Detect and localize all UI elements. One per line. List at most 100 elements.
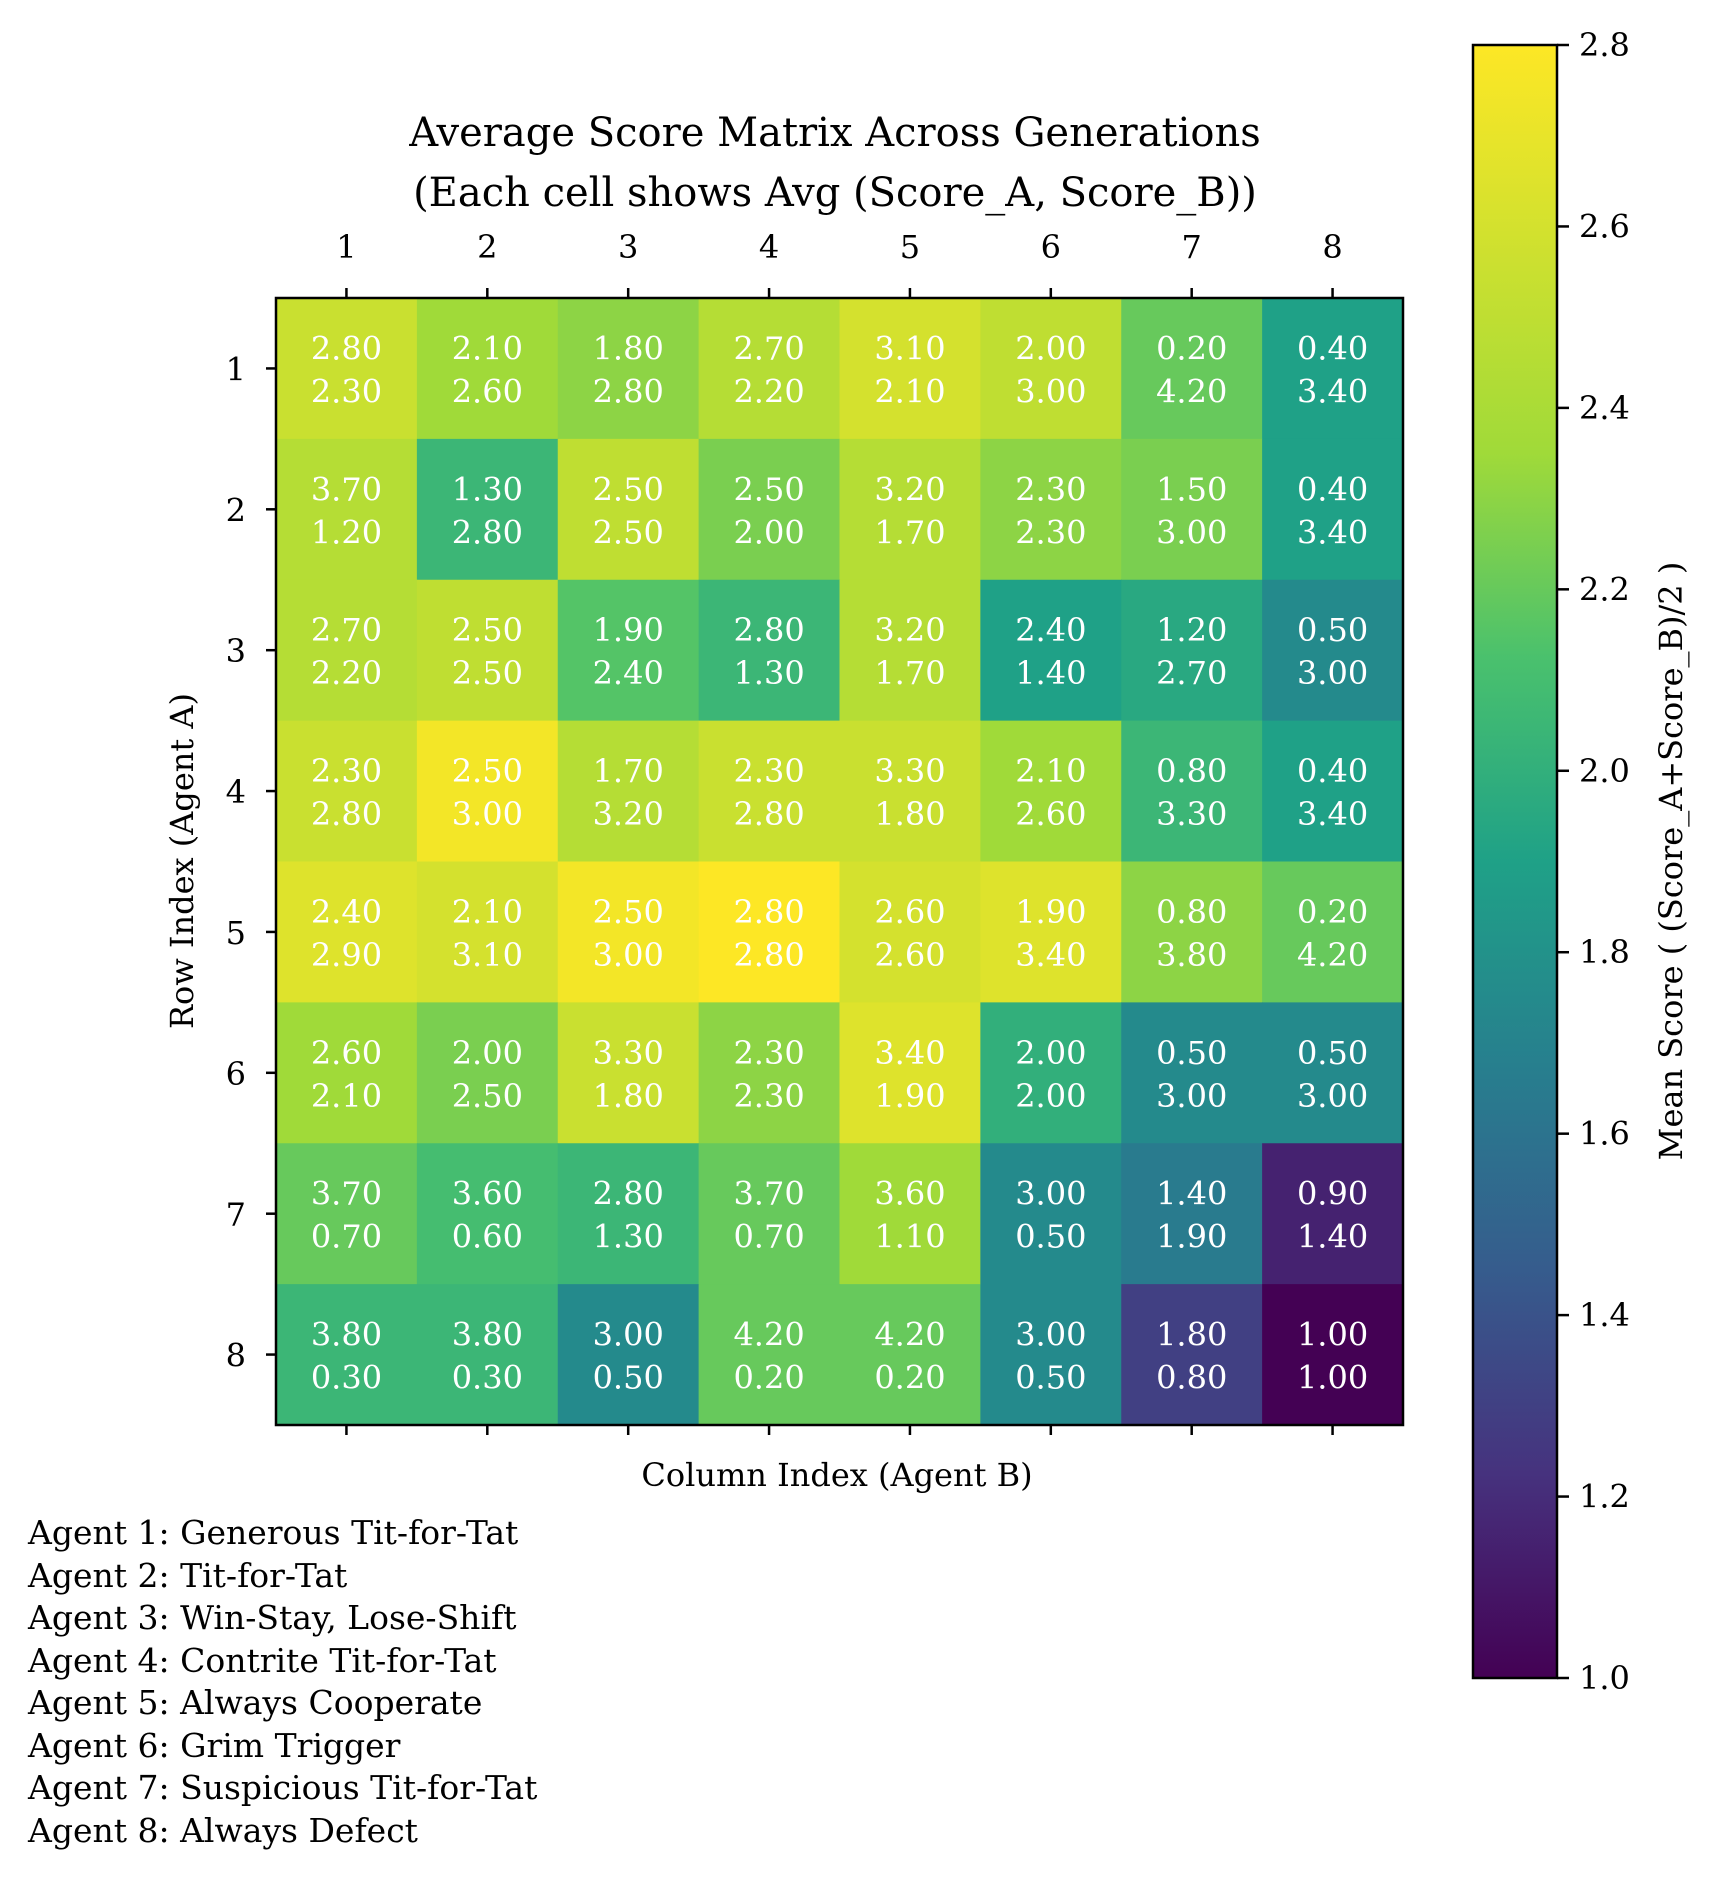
heatmap-cell bbox=[276, 1002, 418, 1144]
cell-score-b: 1.40 bbox=[1015, 654, 1086, 692]
legend-entry: Agent 6: Grim Trigger bbox=[28, 1725, 401, 1765]
heatmap-cell bbox=[416, 1143, 559, 1285]
cell-score-b: 2.80 bbox=[733, 795, 804, 833]
cell-score-a: 3.60 bbox=[452, 1175, 523, 1213]
cell-score-a: 1.30 bbox=[452, 470, 523, 508]
cell-score-a: 0.40 bbox=[1297, 470, 1368, 508]
heatmap-cell bbox=[557, 1002, 700, 1144]
cell-score-b: 1.00 bbox=[1297, 1359, 1368, 1397]
cell-score-b: 2.10 bbox=[874, 372, 945, 410]
cell-score-a: 0.90 bbox=[1297, 1175, 1368, 1213]
heatmap-cell bbox=[1121, 298, 1263, 440]
heatmap-cell bbox=[698, 1284, 841, 1426]
legend-entry: Agent 4: Contrite Tit-for-Tat bbox=[28, 1640, 497, 1680]
cell-score-a: 2.50 bbox=[733, 470, 804, 508]
cell-score-a: 2.30 bbox=[733, 1034, 804, 1072]
cell-score-a: 2.80 bbox=[311, 329, 382, 367]
cell-score-b: 2.80 bbox=[311, 795, 382, 833]
cell-score-b: 1.10 bbox=[874, 1218, 945, 1256]
colorbar-tick-label: 1.4 bbox=[1579, 1296, 1630, 1334]
heatmap-cell bbox=[839, 720, 981, 863]
heatmap-cell bbox=[416, 1284, 559, 1426]
cell-score-a: 0.80 bbox=[1156, 752, 1227, 790]
heatmap-cell-labels: 2.80 2.30 2.10 2.60 1.80 2.80 2.70 2.20 3.10 2.10… bbox=[311, 329, 1368, 1396]
cell-score-a: 0.20 bbox=[1156, 329, 1227, 367]
cell-score-a: 3.00 bbox=[1015, 1175, 1086, 1213]
legend-entry: Agent 2: Tit-for-Tat bbox=[28, 1555, 348, 1595]
cell-score-b: 2.00 bbox=[733, 513, 804, 551]
heatmap-cell bbox=[276, 1284, 418, 1426]
cell-score-b: 2.90 bbox=[311, 936, 382, 974]
cell-score-b: 2.30 bbox=[311, 372, 382, 410]
cell-score-a: 1.20 bbox=[1156, 611, 1227, 649]
heatmap-cell bbox=[980, 720, 1122, 863]
chart-title: Average Score Matrix Across Generations bbox=[408, 110, 1260, 156]
cell-score-b: 1.70 bbox=[874, 654, 945, 692]
cell-score-b: 0.70 bbox=[733, 1218, 804, 1256]
cell-score-a: 0.80 bbox=[1156, 893, 1227, 931]
heatmap-cell bbox=[557, 438, 700, 581]
cell-score-b: 3.00 bbox=[1015, 372, 1086, 410]
colorbar-frame bbox=[1471, 43, 1559, 1680]
cell-score-a: 2.50 bbox=[593, 470, 664, 508]
colorbar-gradient bbox=[1473, 45, 1557, 1678]
cell-score-b: 3.00 bbox=[452, 795, 523, 833]
cell-score-b: 2.00 bbox=[1015, 1077, 1086, 1115]
cell-score-a: 3.70 bbox=[733, 1175, 804, 1213]
colorbar-tick-label: 1.0 bbox=[1579, 1659, 1630, 1697]
heatmap-cell bbox=[557, 298, 700, 440]
heatmap-cell bbox=[839, 438, 981, 581]
colorbar-tick-label: 2.6 bbox=[1579, 207, 1630, 245]
cell-score-a: 2.50 bbox=[452, 752, 523, 790]
x-tick-label: 6 bbox=[1041, 228, 1061, 266]
heatmap-cell bbox=[1121, 438, 1263, 581]
heatmap-cell bbox=[1262, 720, 1404, 863]
heatmap-cell bbox=[276, 1143, 418, 1285]
cell-score-a: 2.50 bbox=[593, 893, 664, 931]
heatmap-cell bbox=[980, 579, 1122, 722]
heatmap-cell bbox=[839, 1143, 981, 1285]
cell-score-a: 2.70 bbox=[733, 329, 804, 367]
cell-score-a: 2.50 bbox=[452, 611, 523, 649]
cell-score-b: 1.90 bbox=[874, 1077, 945, 1115]
cell-score-a: 1.90 bbox=[593, 611, 664, 649]
heatmap-cell bbox=[980, 438, 1122, 581]
heatmap-cell bbox=[698, 1143, 841, 1285]
cell-score-a: 3.20 bbox=[874, 611, 945, 649]
cell-score-a: 2.60 bbox=[311, 1034, 382, 1072]
heatmap-cell bbox=[1262, 438, 1404, 581]
y-tick-label: 4 bbox=[226, 773, 246, 811]
cell-score-a: 2.30 bbox=[1015, 470, 1086, 508]
x-tick-label: 8 bbox=[1322, 228, 1342, 266]
cell-score-a: 0.40 bbox=[1297, 329, 1368, 367]
cell-score-a: 2.00 bbox=[452, 1034, 523, 1072]
cell-score-a: 2.40 bbox=[311, 893, 382, 931]
y-tick-label: 6 bbox=[226, 1055, 246, 1093]
legend-entry: Agent 7: Suspicious Tit-for-Tat bbox=[28, 1768, 538, 1807]
cell-score-b: 3.20 bbox=[593, 795, 664, 833]
cell-score-a: 2.10 bbox=[1015, 752, 1086, 790]
cell-score-b: 2.30 bbox=[1015, 513, 1086, 551]
cell-score-b: 2.30 bbox=[733, 1077, 804, 1115]
cell-score-a: 3.70 bbox=[311, 1175, 382, 1213]
heatmap-cell bbox=[1262, 298, 1404, 440]
heatmap-cell bbox=[276, 438, 418, 581]
heatmap-cell bbox=[416, 861, 559, 1003]
heatmap-cell bbox=[980, 1284, 1122, 1426]
cell-score-b: 2.60 bbox=[874, 936, 945, 974]
cell-score-a: 0.20 bbox=[1297, 893, 1368, 931]
heatmap-cell bbox=[1121, 579, 1263, 722]
cell-score-b: 4.20 bbox=[1297, 936, 1368, 974]
heatmap-cell bbox=[698, 720, 841, 863]
cell-score-a: 2.70 bbox=[311, 611, 382, 649]
heatmap-cell bbox=[980, 1143, 1122, 1285]
cell-score-a: 1.00 bbox=[1297, 1316, 1368, 1354]
cell-score-b: 3.80 bbox=[1156, 936, 1227, 974]
y-tick-label: 2 bbox=[226, 491, 246, 529]
x-tick-label: 3 bbox=[618, 228, 638, 266]
cell-score-a: 3.30 bbox=[874, 752, 945, 790]
cell-score-a: 2.30 bbox=[733, 752, 804, 790]
cell-score-a: 1.80 bbox=[593, 329, 664, 367]
cell-score-b: 2.40 bbox=[593, 654, 664, 692]
